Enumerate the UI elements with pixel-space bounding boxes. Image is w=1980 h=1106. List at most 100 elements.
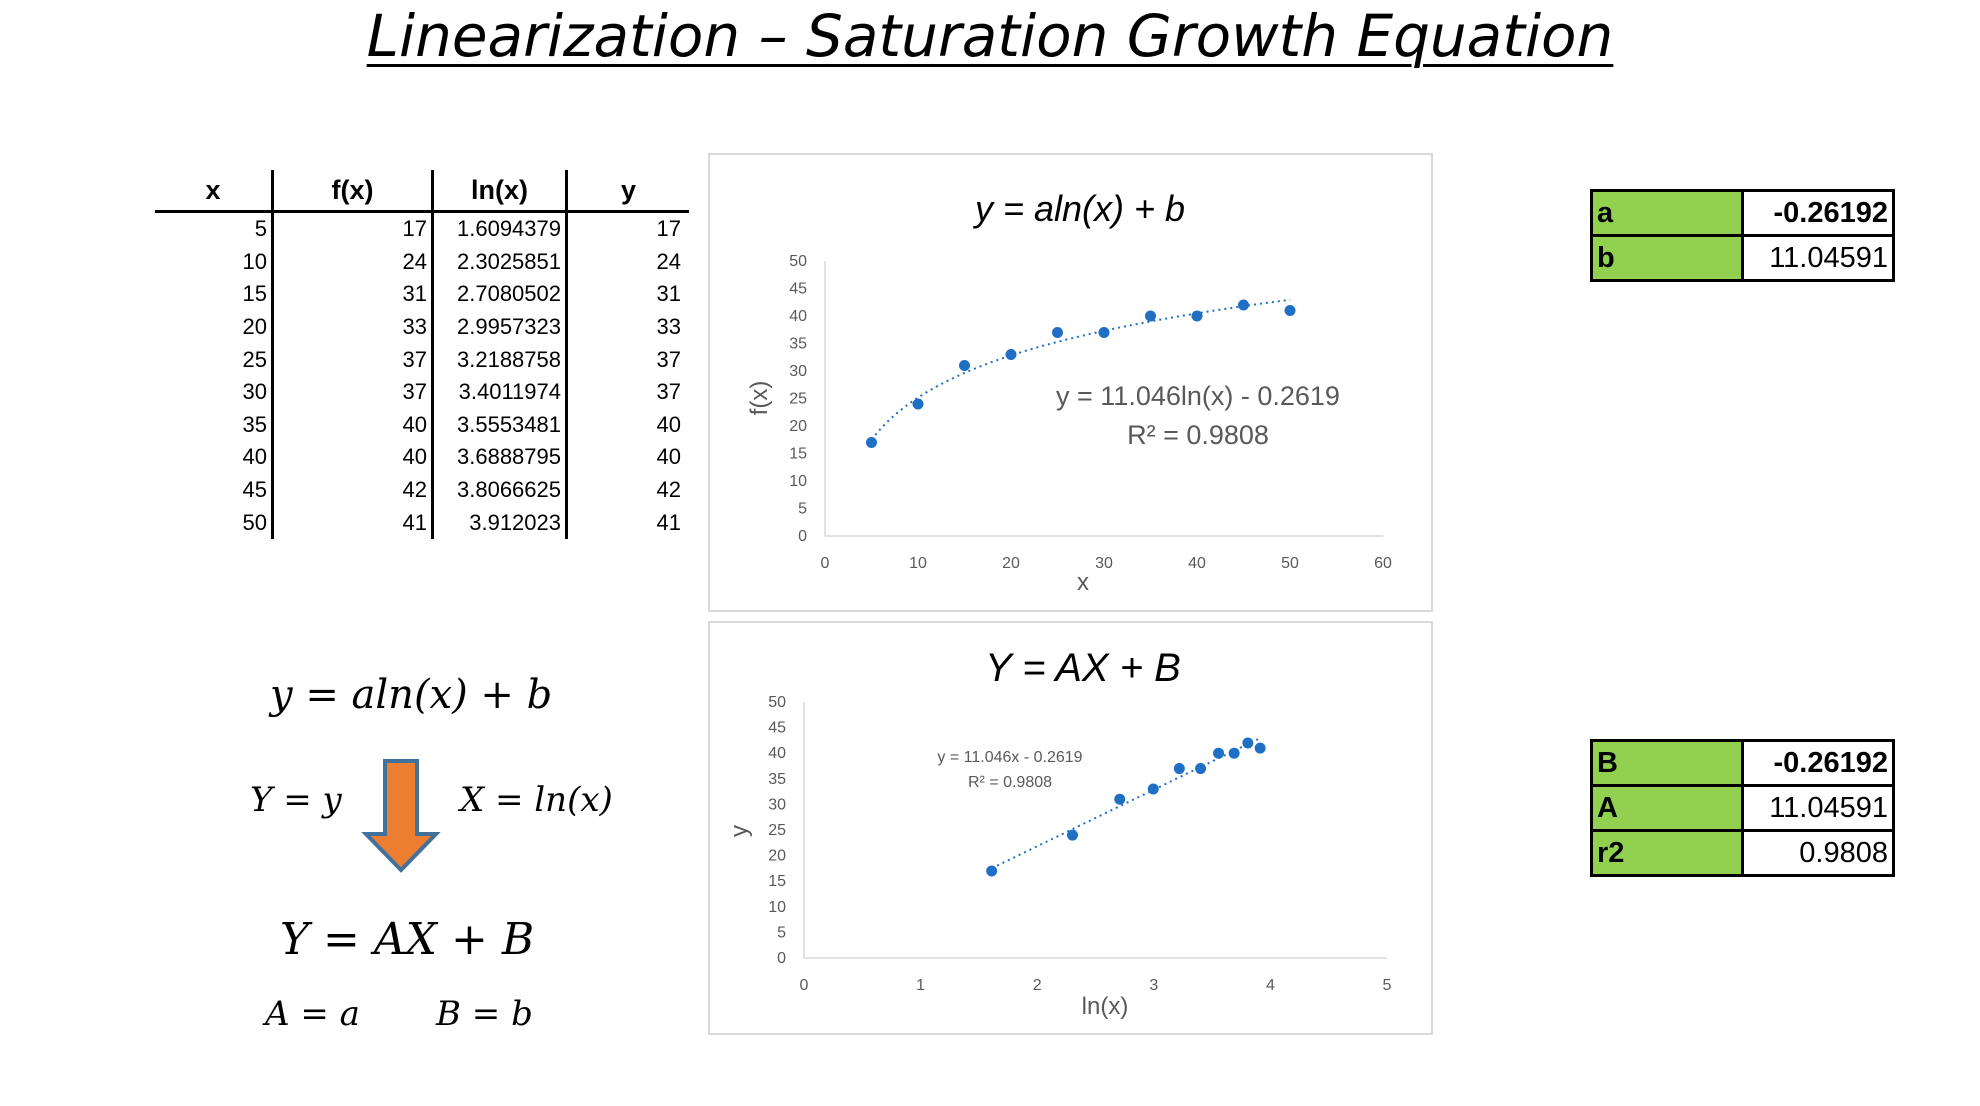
table-cell: 40 [656, 444, 681, 470]
coef-value: 11.04591 [1741, 784, 1895, 832]
data-point [959, 360, 970, 371]
table-cell: 1.6094379 [432, 211, 568, 246]
x-tick-label: 2 [1033, 977, 1042, 994]
table-cell: 5 [155, 211, 274, 246]
y-tick-label: 5 [798, 501, 807, 518]
equation-log: y = aln(x) + b [270, 672, 553, 718]
data-point [1254, 742, 1266, 754]
x-tick-label: 60 [1374, 555, 1392, 572]
y-tick-label: 30 [768, 796, 786, 813]
coef-row-B: B -0.26192 [1590, 739, 1895, 787]
y-tick-label: 15 [768, 873, 786, 890]
coef-key: a [1590, 189, 1744, 237]
table-cell: 40 [155, 441, 274, 474]
table-row: 10 24 2.3025851 24 [155, 245, 689, 279]
table-cell: 37 [272, 343, 434, 376]
y-tick-label: 10 [789, 473, 807, 490]
data-point [1098, 327, 1110, 338]
table-header-row: x f(x) ln(x) y [155, 170, 689, 213]
header-lnx: ln(x) [432, 170, 568, 213]
x-tick-label: 0 [821, 555, 830, 572]
y-tick-label: 35 [789, 336, 807, 353]
table-cell: 25 [155, 343, 274, 376]
coef-value: -0.26192 [1741, 739, 1895, 787]
data-point [1242, 737, 1254, 749]
table-row: 45 42 3.8066625 42 [155, 473, 689, 507]
chart-panel-1: y = aln(x) + b 0 5 10 15 20 25 30 35 40 45 50 0 10 20 3… [708, 153, 1433, 612]
coef-table-top: a -0.26192 b 11.04591 [1590, 189, 1895, 282]
x-tick-label: 40 [1188, 555, 1206, 572]
y-tick-label: 15 [789, 446, 807, 463]
data-point [1228, 747, 1240, 759]
table-cell: 50 [155, 506, 274, 539]
x-axis-label: ln(x) [1082, 993, 1129, 1020]
table-cell: 3.5553481 [432, 408, 568, 442]
trendline [991, 737, 1261, 870]
table-cell: 33 [656, 314, 681, 340]
equation-linear: Y = AX + B [280, 914, 535, 965]
table-row: 50 41 3.912023 41 [155, 506, 689, 539]
substitution-x: X = ln(x) [460, 780, 613, 820]
y-tick-label: 25 [789, 391, 807, 408]
x-tick-label: 10 [909, 555, 927, 572]
data-point [1238, 299, 1249, 311]
coef-value: 0.9808 [1741, 829, 1895, 877]
y-tick-label: 25 [768, 822, 786, 839]
table-cell: 3.6888795 [432, 441, 568, 474]
y-tick-label: 40 [789, 308, 807, 325]
table-cell: 3.912023 [432, 506, 568, 539]
y-tick-label: 20 [768, 848, 786, 865]
y-tick-label: 20 [789, 418, 807, 435]
y-tick-label: 35 [768, 771, 786, 788]
y-tick-label: 45 [768, 720, 786, 737]
table-cell: 37 [272, 375, 434, 409]
table-row: 5 17 1.6094379 17 [155, 211, 689, 246]
header-fx: f(x) [272, 170, 434, 213]
table-cell: 2.3025851 [432, 245, 568, 279]
y-tick-label: 5 [777, 924, 786, 941]
chart-panel-2: Y = AX + B 0 5 10 15 20 25 30 35 40 45 50 0 1 2 3 4 5 ln(x… [708, 621, 1433, 1035]
y-tick-label: 30 [789, 363, 807, 380]
table-cell: 20 [155, 310, 274, 344]
y-tick-label: 50 [768, 694, 786, 711]
data-point [1145, 310, 1156, 322]
coef-key: r2 [1590, 829, 1744, 877]
mapping-b: B = b [436, 994, 533, 1034]
x-tick-label: 5 [1383, 977, 1392, 994]
table-cell: 31 [272, 278, 434, 311]
table-cell: 40 [272, 441, 434, 474]
table-cell: 3.4011974 [432, 375, 568, 409]
table-row: 20 33 2.9957323 33 [155, 310, 689, 344]
y-axis-label: y [726, 825, 753, 837]
x-tick-label: 30 [1095, 555, 1113, 572]
data-point [1005, 349, 1017, 360]
data-point [1114, 793, 1126, 805]
trendline-equation: y = 11.046x - 0.2619 [937, 749, 1082, 766]
data-table: x f(x) ln(x) y 5 17 1.6094379 17 10 24 2.30258… [155, 170, 689, 539]
x-tick-label: 1 [916, 977, 925, 994]
data-point [866, 437, 877, 448]
table-row: 25 37 3.2188758 37 [155, 343, 689, 376]
data-point [1191, 310, 1203, 322]
y-tick-label: 45 [789, 281, 807, 298]
table-cell: 17 [656, 216, 681, 242]
table-cell: 2.9957323 [432, 310, 568, 344]
table-cell: 37 [656, 379, 681, 405]
y-tick-label: 10 [768, 899, 786, 916]
page-title: Linearization – Saturation Growth Equati… [366, 2, 1614, 70]
data-point [1173, 763, 1185, 775]
table-cell: 45 [155, 473, 274, 507]
table-cell: 42 [656, 477, 681, 503]
coef-value: -0.26192 [1741, 189, 1895, 237]
coef-value: 11.04591 [1741, 234, 1895, 282]
x-tick-label: 50 [1281, 555, 1299, 572]
data-point [986, 865, 998, 877]
table-cell: 2.7080502 [432, 278, 568, 311]
x-tick-label: 0 [800, 977, 809, 994]
y-tick-label: 0 [798, 528, 807, 545]
table-cell: 3.2188758 [432, 343, 568, 376]
coef-key: B [1590, 739, 1744, 787]
data-point [1066, 829, 1078, 841]
chart-title: y = aln(x) + b [972, 188, 1185, 229]
